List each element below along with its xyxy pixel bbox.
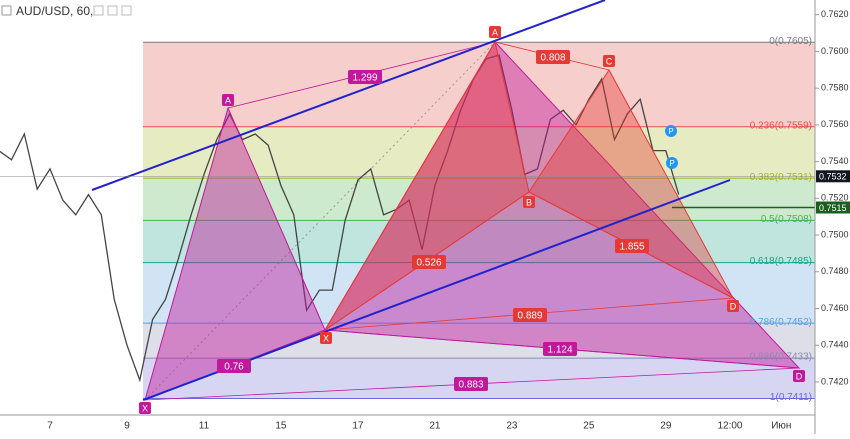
x-tick-label: 7 — [47, 421, 53, 432]
x-tick-label: 11 — [199, 421, 210, 432]
y-tick-label: 0.7480 — [821, 266, 849, 276]
y-tick-label: 0.7420 — [821, 376, 849, 386]
point-label: X — [142, 403, 148, 413]
ratio-label: 0.76 — [224, 362, 244, 373]
marker-label: P — [668, 127, 673, 136]
fib-label: 0(0.7605) — [769, 36, 812, 47]
x-tick-label: 21 — [429, 421, 441, 432]
marker-circle — [666, 157, 678, 169]
point-label: C — [606, 56, 613, 66]
ratio-label: 0.883 — [458, 380, 483, 391]
layer: 1.299 0.76 1.124 0.883 0.808 0.526 1.855 0.889 X… — [0, 0, 815, 414]
y-tick-label: 0.7600 — [821, 46, 849, 56]
x-tick-label: 15 — [275, 421, 287, 432]
point-box — [320, 332, 332, 344]
fib-band — [143, 323, 815, 359]
ratio-label: 0.808 — [540, 53, 565, 64]
point-box — [727, 300, 739, 312]
x-tick-label: 9 — [124, 421, 130, 432]
y-tick-label: 0.7500 — [821, 229, 849, 239]
ratio-label: 0.889 — [517, 311, 542, 322]
ratio-box — [454, 377, 488, 391]
point-label: D — [730, 301, 737, 311]
eye-icon[interactable] — [93, 5, 104, 16]
y-tick-label: 0.7520 — [821, 193, 849, 203]
point-box — [222, 94, 234, 106]
fib-band — [143, 42, 815, 127]
price-label-box — [816, 170, 850, 183]
y-tick-label: 0.7560 — [821, 119, 849, 129]
point-label: X — [323, 333, 329, 343]
point-label: A — [225, 95, 231, 105]
point-box — [139, 402, 151, 414]
marker-circle — [665, 125, 677, 137]
price-line — [0, 54, 680, 383]
x-tick-label: 23 — [506, 421, 518, 432]
y-tick-label: 0.7540 — [821, 156, 849, 166]
fib-band — [143, 262, 815, 324]
price-label: 0.7532 — [819, 172, 847, 182]
y-tick-label: 0.7440 — [821, 340, 849, 350]
ratio-box — [412, 255, 446, 269]
guide-line — [144, 41, 496, 401]
fib-band — [143, 220, 815, 263]
ratio-label: 0.526 — [416, 258, 441, 269]
x-tick-label: 29 — [660, 421, 672, 432]
ratio-box — [513, 308, 547, 322]
fib-label: 1(0.7411) — [770, 392, 812, 403]
ratio-box — [615, 239, 649, 253]
price-label-box — [816, 201, 850, 214]
fib-label: 0.618(0.7485) — [750, 256, 812, 267]
ratio-label: 1.855 — [619, 242, 644, 253]
close-icon[interactable] — [121, 5, 132, 16]
y-tick-label: 0.7460 — [821, 303, 849, 313]
fib-label: 0.5(0.7508) — [761, 214, 812, 225]
point-label: B — [526, 197, 532, 207]
chart-title: AUD/USD, 60, — [16, 4, 93, 18]
point-label: D — [796, 371, 803, 381]
settings-icon[interactable] — [107, 5, 118, 16]
trendline — [91, 0, 606, 191]
fib-label: 0.236(0.7559) — [750, 120, 812, 131]
ratio-box — [543, 342, 577, 356]
ratio-label: 1.124 — [547, 345, 572, 356]
x-tick-label: 12:00 — [717, 421, 742, 432]
collapse-icon[interactable] — [1, 5, 12, 16]
y-tick-label: 0.7620 — [821, 9, 849, 19]
point-box — [793, 370, 805, 382]
x-tick-label: 25 — [583, 421, 595, 432]
ratio-box — [217, 359, 251, 373]
ratio-box — [536, 50, 570, 64]
point-box — [489, 26, 501, 38]
ratio-box — [348, 70, 382, 84]
x-tick-label: 17 — [352, 421, 364, 432]
point-label: A — [492, 27, 498, 37]
marker-label: P — [669, 159, 674, 168]
y-tick-label: 0.7580 — [821, 83, 849, 93]
fib-label: 0.382(0.7531) — [750, 172, 812, 183]
fib-label: 0.786(0.7452) — [750, 317, 812, 328]
fib-label: 0.886(0.7433) — [750, 352, 812, 363]
point-box — [523, 196, 535, 208]
point-box — [603, 55, 615, 67]
ratio-label: 1.299 — [352, 73, 377, 84]
fib-band — [143, 178, 815, 221]
x-tick-label: Июн — [771, 421, 791, 432]
price-label: 0.7515 — [819, 203, 847, 213]
